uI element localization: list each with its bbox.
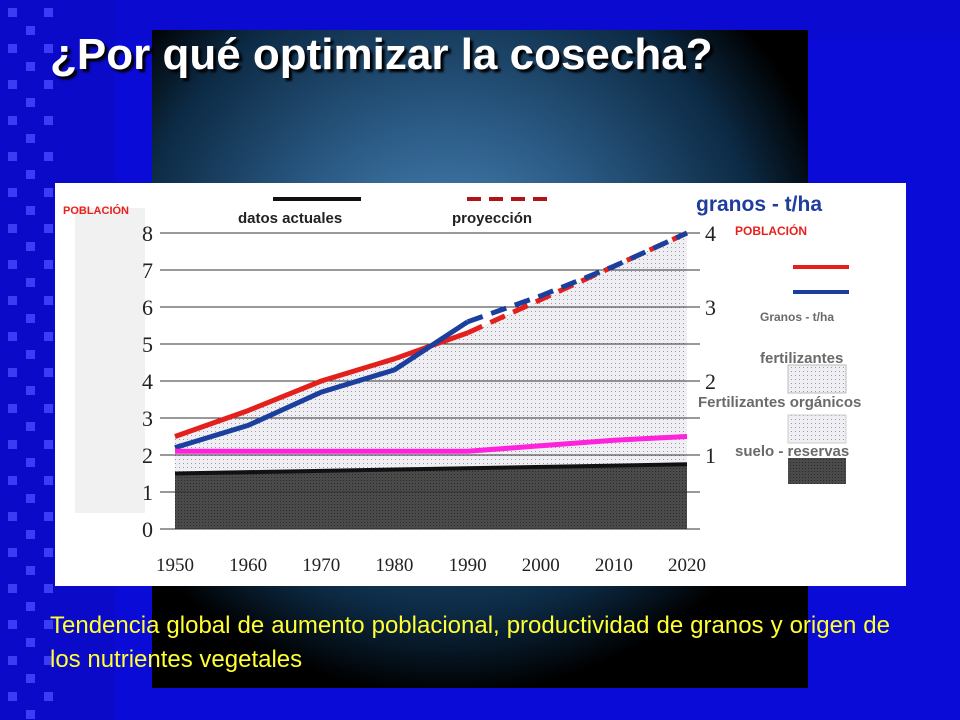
area-suelo-reservas xyxy=(175,464,687,529)
y-left-tick-label: 1 xyxy=(142,480,153,505)
x-tick-label: 1980 xyxy=(375,555,413,576)
x-tick-label: 2000 xyxy=(522,555,560,576)
chart: POBLACIÓN 0 1 2 3 4 5 6 7 8 1 2 3 4 1950 1960 1970 198… xyxy=(63,193,861,576)
x-tick-label: 1960 xyxy=(229,555,267,576)
series-line-actual-0 xyxy=(174,330,469,439)
right-legend-poblacion: POBLACIÓN xyxy=(735,223,807,238)
slide-caption: Tendencia global de aumento poblacional,… xyxy=(50,612,890,673)
legend-actual-label: datos actuales xyxy=(238,210,342,227)
left-label-band xyxy=(75,208,145,513)
legend-fertilizantes-swatch xyxy=(787,364,847,394)
x-tick-label: 1950 xyxy=(156,555,194,576)
chart-panel: POBLACIÓN 0 1 2 3 4 5 6 7 8 1 2 3 4 1950 1960 1970 198… xyxy=(55,183,906,586)
legend-projection-label: proyección xyxy=(452,210,532,227)
y-right-tick-label: 2 xyxy=(705,369,716,394)
legend-organicos-swatch xyxy=(787,414,847,444)
series-line-projection-1 xyxy=(466,230,689,325)
y-left-tick-label: 6 xyxy=(142,295,153,320)
y-left-tick-label: 5 xyxy=(142,332,153,357)
x-tick-label: 1990 xyxy=(449,555,487,576)
y-left-tick-label: 2 xyxy=(142,443,153,468)
series-line-actual-1 xyxy=(174,319,469,450)
right-legend-fertilizantes: fertilizantes xyxy=(760,350,843,367)
legend-suelo-swatch xyxy=(788,458,846,484)
y-left-tick-label: 8 xyxy=(142,221,153,246)
y-left-tick-label: 4 xyxy=(142,369,153,394)
right-legend-heading: granos - t/ha xyxy=(696,193,822,216)
right-legend-organicos: Fertilizantes orgánicos xyxy=(698,394,861,411)
y-right-tick-label: 3 xyxy=(705,295,716,320)
series-line-projection-0 xyxy=(466,230,689,336)
x-tick-label: 2020 xyxy=(668,555,706,576)
series-line-3 xyxy=(174,462,688,476)
y-left-tick-label: 0 xyxy=(142,517,153,542)
slide-title: ¿Por qué optimizar la cosecha? xyxy=(50,30,713,79)
y-right-tick-label: 1 xyxy=(705,443,716,468)
right-legend-suelo: suelo - reservas xyxy=(735,443,849,460)
series-line-2 xyxy=(175,434,688,454)
x-tick-label: 2010 xyxy=(595,555,633,576)
right-legend-granos: Granos - t/ha xyxy=(760,310,834,324)
y-left-tick-label: 3 xyxy=(142,406,153,431)
y-right-tick-label: 4 xyxy=(705,221,716,246)
y-left-tick-label: 7 xyxy=(142,258,153,283)
left-axis-label: POBLACIÓN xyxy=(63,204,129,217)
x-tick-label: 1970 xyxy=(302,555,340,576)
